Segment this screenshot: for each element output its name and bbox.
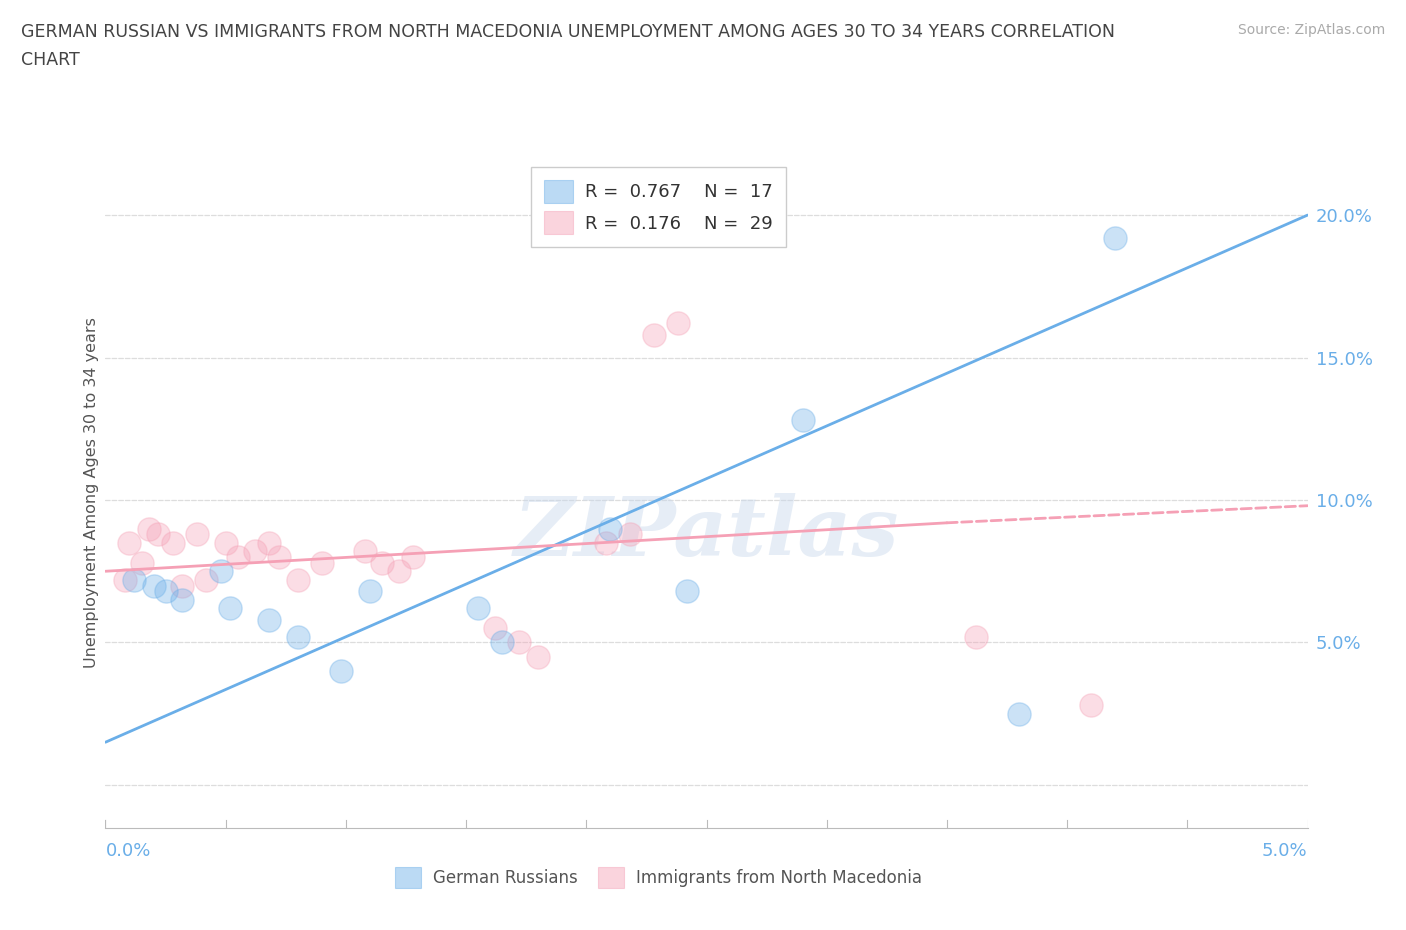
- Point: [118, 536, 141, 551]
- Point: [508, 635, 530, 650]
- Point: [219, 601, 242, 616]
- Point: [491, 635, 513, 650]
- Point: [138, 521, 160, 536]
- Point: [172, 578, 194, 593]
- Point: [142, 578, 165, 593]
- Point: [124, 572, 146, 587]
- Point: [1080, 698, 1102, 712]
- Point: [676, 584, 699, 599]
- Point: [965, 630, 987, 644]
- Point: [599, 521, 621, 536]
- Point: [172, 592, 194, 607]
- Point: [643, 327, 665, 342]
- Point: [162, 536, 184, 551]
- Point: [467, 601, 489, 616]
- Point: [792, 413, 814, 428]
- Point: [155, 584, 177, 599]
- Point: [114, 572, 136, 587]
- Point: [148, 526, 170, 541]
- Y-axis label: Unemployment Among Ages 30 to 34 years: Unemployment Among Ages 30 to 34 years: [84, 317, 98, 669]
- Point: [388, 564, 411, 578]
- Point: [619, 526, 641, 541]
- Point: [287, 630, 309, 644]
- Point: [371, 555, 394, 570]
- Point: [484, 621, 506, 636]
- Point: [214, 536, 236, 551]
- Point: [209, 564, 232, 578]
- Point: [359, 584, 381, 599]
- Point: [267, 550, 290, 565]
- Legend: German Russians, Immigrants from North Macedonia: German Russians, Immigrants from North M…: [387, 858, 931, 897]
- Point: [131, 555, 153, 570]
- Point: [243, 544, 266, 559]
- Point: [402, 550, 425, 565]
- Point: [311, 555, 333, 570]
- Text: CHART: CHART: [21, 51, 80, 69]
- Point: [527, 649, 550, 664]
- Point: [257, 536, 280, 551]
- Point: [1104, 231, 1126, 246]
- Point: [595, 536, 617, 551]
- Text: Source: ZipAtlas.com: Source: ZipAtlas.com: [1237, 23, 1385, 37]
- Text: GERMAN RUSSIAN VS IMMIGRANTS FROM NORTH MACEDONIA UNEMPLOYMENT AMONG AGES 30 TO : GERMAN RUSSIAN VS IMMIGRANTS FROM NORTH …: [21, 23, 1115, 41]
- Text: 0.0%: 0.0%: [105, 842, 150, 859]
- Text: 5.0%: 5.0%: [1263, 842, 1308, 859]
- Point: [354, 544, 377, 559]
- Point: [257, 612, 280, 627]
- Point: [226, 550, 249, 565]
- Point: [666, 316, 689, 331]
- Point: [287, 572, 309, 587]
- Text: ZIPatlas: ZIPatlas: [513, 493, 900, 573]
- Point: [195, 572, 218, 587]
- Point: [330, 663, 353, 678]
- Point: [1008, 706, 1031, 721]
- Point: [186, 526, 208, 541]
